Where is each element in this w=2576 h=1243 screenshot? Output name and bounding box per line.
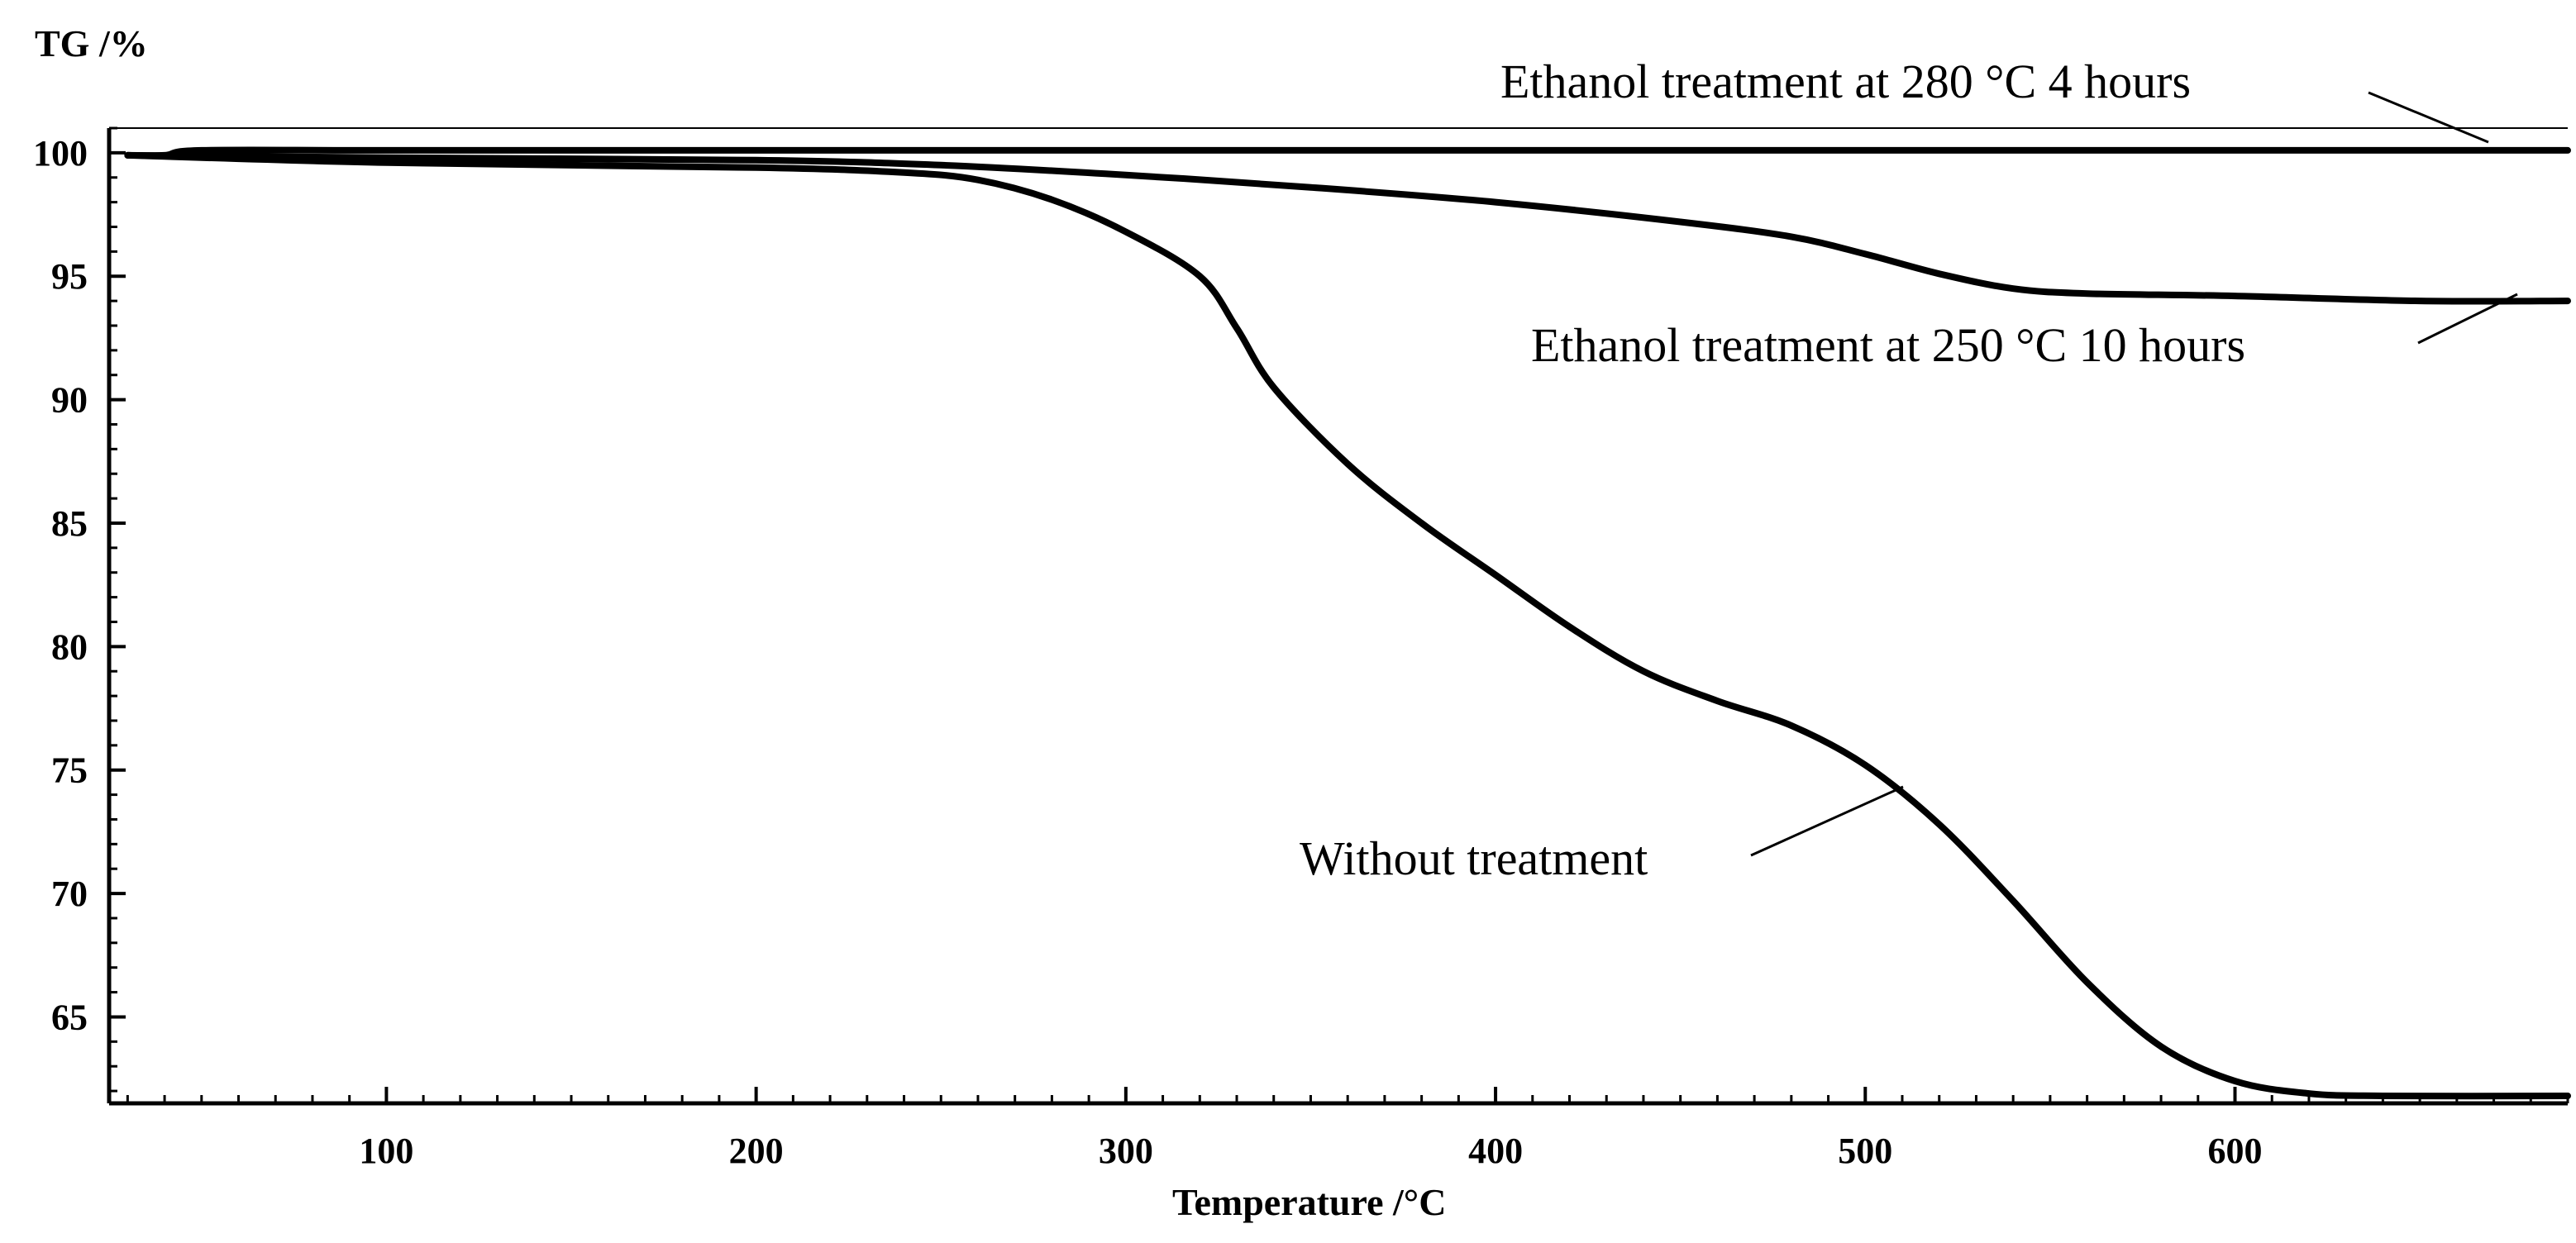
x-ticks: 100 200 300 400 500 600 xyxy=(359,1087,2263,1171)
x-tick-label: 600 xyxy=(2208,1131,2263,1171)
annotation-untreated-leader xyxy=(1750,785,1904,857)
y-tick-label: 80 xyxy=(51,626,88,667)
annotation-250-label: Ethanol treatment at 250 °C 10 hours xyxy=(1531,318,2245,372)
y-tick-label: 65 xyxy=(51,997,88,1037)
y-tick-label: 95 xyxy=(51,256,88,297)
x-tick-label: 200 xyxy=(729,1131,784,1171)
series-group xyxy=(124,146,2571,1100)
annotation-untreated-label: Without treatment xyxy=(1300,831,1648,885)
series-line-untreated xyxy=(124,151,2571,1100)
x-tick-label: 300 xyxy=(1099,1131,1153,1171)
y-tick-label: 75 xyxy=(51,750,88,791)
annotation-250-leader xyxy=(2417,293,2518,345)
y-tick-label: 90 xyxy=(51,380,88,421)
series-line-250c-10h xyxy=(124,151,2571,305)
series-line-280c-4h xyxy=(124,146,2571,160)
y-ticks: 65 70 75 80 85 90 95 100 xyxy=(33,133,126,1037)
y-axis-title: TG /% xyxy=(35,22,148,64)
x-axis-title: Temperature /°C xyxy=(1172,1181,1446,1223)
x-tick-label: 500 xyxy=(1838,1131,1892,1171)
y-tick-label: 100 xyxy=(33,133,88,174)
plot-area xyxy=(107,127,2568,1106)
x-tick-label: 100 xyxy=(359,1131,413,1171)
x-tick-label: 400 xyxy=(1468,1131,1523,1171)
y-tick-label: 70 xyxy=(51,874,88,914)
y-tick-label: 85 xyxy=(51,503,88,544)
minor-ticks xyxy=(109,126,2569,1103)
annotation-280-label: Ethanol treatment at 280 °C 4 hours xyxy=(1500,55,2191,108)
annotation-280-leader xyxy=(2368,91,2489,144)
